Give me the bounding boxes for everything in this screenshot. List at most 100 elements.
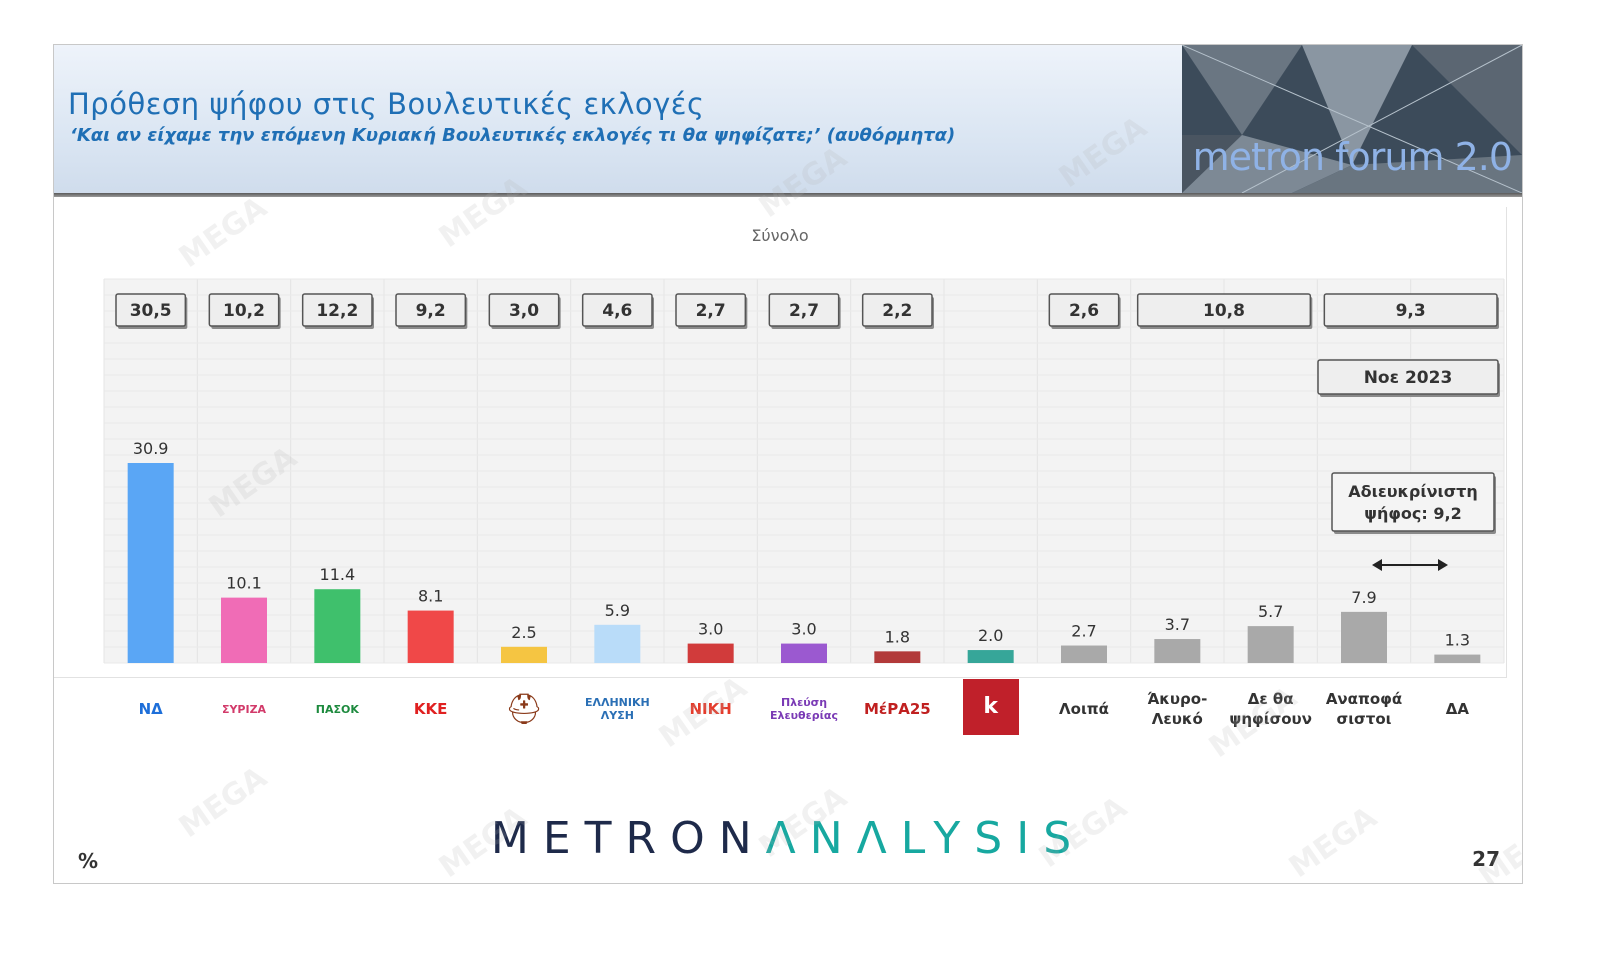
elliniki-lysi-logo-text: ΕΛΛΗΝΙΚΗ ΛΥΣΗ [584, 696, 650, 722]
note-box [1331, 472, 1495, 532]
comparison-box [395, 293, 467, 327]
comparison-box [208, 293, 280, 327]
bar [314, 589, 361, 663]
percent-unit: % [78, 849, 99, 873]
chart-area: Σύνολο 30.9 10.1 11.4 8.1 2.5 5.9 3.0 3.0 1.8 2.0 2… [54, 207, 1507, 678]
bar [221, 597, 267, 663]
label-others: Λοιπά [1046, 679, 1122, 739]
label-na: ΔΑ [1419, 679, 1495, 739]
data-label: 2.7 [1071, 622, 1096, 641]
comparison-value: 30,5 [130, 301, 172, 321]
data-label: 8.1 [418, 587, 443, 606]
comparison-value: 10,8 [1203, 301, 1245, 321]
nd-logo-text: ΝΔ [138, 700, 163, 718]
syriza-logo: ΣΥΡΙΖΑ [206, 679, 282, 739]
syriza-logo-text: ΣΥΡΙΖΑ [221, 702, 267, 716]
bar [1247, 626, 1294, 663]
slide: Πρόθεση ψήφου στις Βουλευτικές εκλογές ‘… [53, 44, 1523, 884]
plefsi-logo: Πλεύση Ελευθερίας [766, 679, 842, 739]
bar [1154, 639, 1201, 663]
party-logos-row: ΝΔ ΣΥΡΙΖΑ ΠΑΣΟΚ ΚΚΕ ⛑ ΕΛΛΗΝΙΚΗ ΛΥΣΗ ΝΙΚΗ Πλεύση… [54, 677, 1522, 757]
data-label: 3.0 [791, 620, 816, 639]
bar [687, 643, 734, 663]
pasok-logo: ΠΑΣΟΚ [299, 679, 375, 739]
bar [1434, 654, 1481, 663]
data-label: 1.3 [1445, 631, 1470, 650]
note-line-1: Αδιευκρίνιστη [1348, 482, 1478, 501]
bar [1341, 611, 1387, 663]
comparison-value: 2,7 [696, 301, 726, 321]
data-label: 30.9 [133, 439, 169, 458]
bar [781, 643, 827, 663]
data-label: 3.7 [1165, 615, 1190, 634]
elliniki-lysi-logo: ΕΛΛΗΝΙΚΗ ΛΥΣΗ [579, 679, 655, 739]
comparison-box [581, 293, 653, 327]
chart-title: Σύνολο [751, 226, 808, 245]
bar-chart: Σύνολο 30.9 10.1 11.4 8.1 2.5 5.9 3.0 3.0 1.8 2.0 2… [103, 226, 1505, 664]
comparison-box [768, 293, 840, 327]
bar [501, 646, 547, 663]
kke-logo: ΚΚΕ [393, 679, 469, 739]
comparison-box [301, 293, 373, 327]
nd-logo: ΝΔ [113, 679, 189, 739]
comparison-value: 12,2 [316, 301, 358, 321]
page-number: 27 [1472, 847, 1500, 871]
comparison-value: 3,0 [509, 301, 539, 321]
comparison-box [1136, 293, 1312, 327]
comparison-box [488, 293, 560, 327]
label-undecided-text: Αναποφά σιστοι [1325, 690, 1403, 728]
label-others-text: Λοιπά [1059, 700, 1109, 718]
bar [1061, 645, 1107, 663]
bar [127, 463, 174, 663]
comparison-box [1048, 293, 1120, 327]
arrow-head-left [1372, 559, 1382, 571]
kinima-logo-text: k [983, 694, 998, 719]
data-label: 10.1 [226, 574, 262, 593]
brand-text: metron forum 2.0 [1192, 135, 1513, 179]
pasok-logo-text: ΠΑΣΟΚ [315, 702, 359, 716]
arrow-head-right [1438, 559, 1448, 571]
metron-analysis-logo: METRONΛNΛLYSIS [54, 813, 1522, 864]
kke-logo-text: ΚΚΕ [413, 700, 448, 718]
data-label: 2.0 [978, 626, 1003, 645]
comparison-box [861, 293, 933, 327]
metron-forum-banner: metron forum 2.0 [1182, 45, 1522, 193]
plefsi-logo-text: Πλεύση Ελευθερίας [770, 696, 838, 722]
page-subtitle: ‘Και αν είχαμε την επόμενη Κυριακή Βουλε… [70, 125, 956, 146]
spartiates-logo: ⛑ [486, 679, 562, 739]
mera25-logo-text: ΜέΡΑ25 [863, 700, 931, 718]
footer-brand-part1: METRON [490, 813, 766, 864]
data-label: 7.9 [1351, 588, 1376, 607]
comparison-value: 9,2 [416, 301, 446, 321]
data-label: 5.9 [605, 601, 630, 620]
bar [967, 650, 1014, 663]
bar [874, 651, 921, 663]
comparison-value: 2,2 [882, 301, 912, 321]
comparison-value: 4,6 [602, 301, 632, 321]
comparison-value: 10,2 [223, 301, 265, 321]
data-label: 5.7 [1258, 602, 1283, 621]
label-undecided: Αναποφά σιστοι [1326, 679, 1402, 739]
niki-logo-text: ΝΙΚΗ [689, 700, 732, 718]
header-divider [54, 193, 1522, 197]
comparison-box [1323, 293, 1498, 327]
data-label: 1.8 [885, 627, 910, 646]
data-label: 3.0 [698, 620, 723, 639]
data-label: 11.4 [320, 565, 356, 584]
label-wont-vote-text: Δε θα ψηφίσουν [1229, 690, 1312, 728]
comparison-value: 2,6 [1069, 301, 1099, 321]
note-line-2: ψήφος: 9,2 [1364, 504, 1461, 523]
comparison-box [675, 293, 747, 327]
bar [407, 610, 454, 663]
kinima-logo: k [962, 679, 1019, 735]
spartan-helmet-icon: ⛑ [504, 691, 544, 727]
data-label: 2.5 [511, 623, 536, 642]
bar [594, 624, 641, 663]
page-title: Πρόθεση ψήφου στις Βουλευτικές εκλογές [68, 87, 705, 121]
label-invalid-text: Άκυρο- Λευκό [1147, 690, 1208, 728]
label-invalid: Άκυρο- Λευκό [1139, 679, 1215, 739]
mera25-logo: ΜέΡΑ25 [859, 679, 935, 739]
comparison-value: 2,7 [789, 301, 819, 321]
label-wont-vote: Δε θα ψηφίσουν [1229, 679, 1312, 739]
comparison-box [115, 293, 187, 327]
